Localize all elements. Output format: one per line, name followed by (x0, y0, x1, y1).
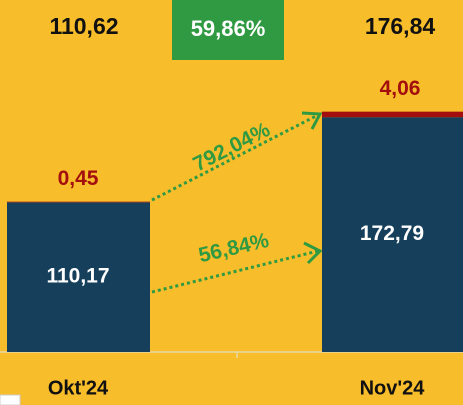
growth-box (172, 0, 284, 60)
value-label: 172,79 (360, 222, 424, 245)
top-arrow-head (301, 111, 323, 130)
bar-segment (7, 201, 150, 203)
x-tick-label: Okt'24 (48, 377, 109, 399)
arrows (151, 111, 323, 294)
x-tick-label: Nov'24 (360, 377, 426, 399)
base-arrow-head (303, 241, 323, 265)
bar-segment (7, 202, 150, 352)
total-label: 176,84 (365, 13, 436, 39)
base-arrow (151, 249, 319, 294)
value-label: 0,45 (58, 167, 99, 190)
corner-box (0, 394, 21, 405)
value-label: 110,17 (46, 265, 109, 288)
value-label: 4,06 (380, 77, 421, 100)
total-growth: 59,86% (191, 16, 266, 41)
bar-segment (322, 111, 463, 118)
bar-segment (322, 117, 463, 352)
top-arrow (151, 113, 319, 202)
total-label: 110,62 (49, 13, 118, 39)
